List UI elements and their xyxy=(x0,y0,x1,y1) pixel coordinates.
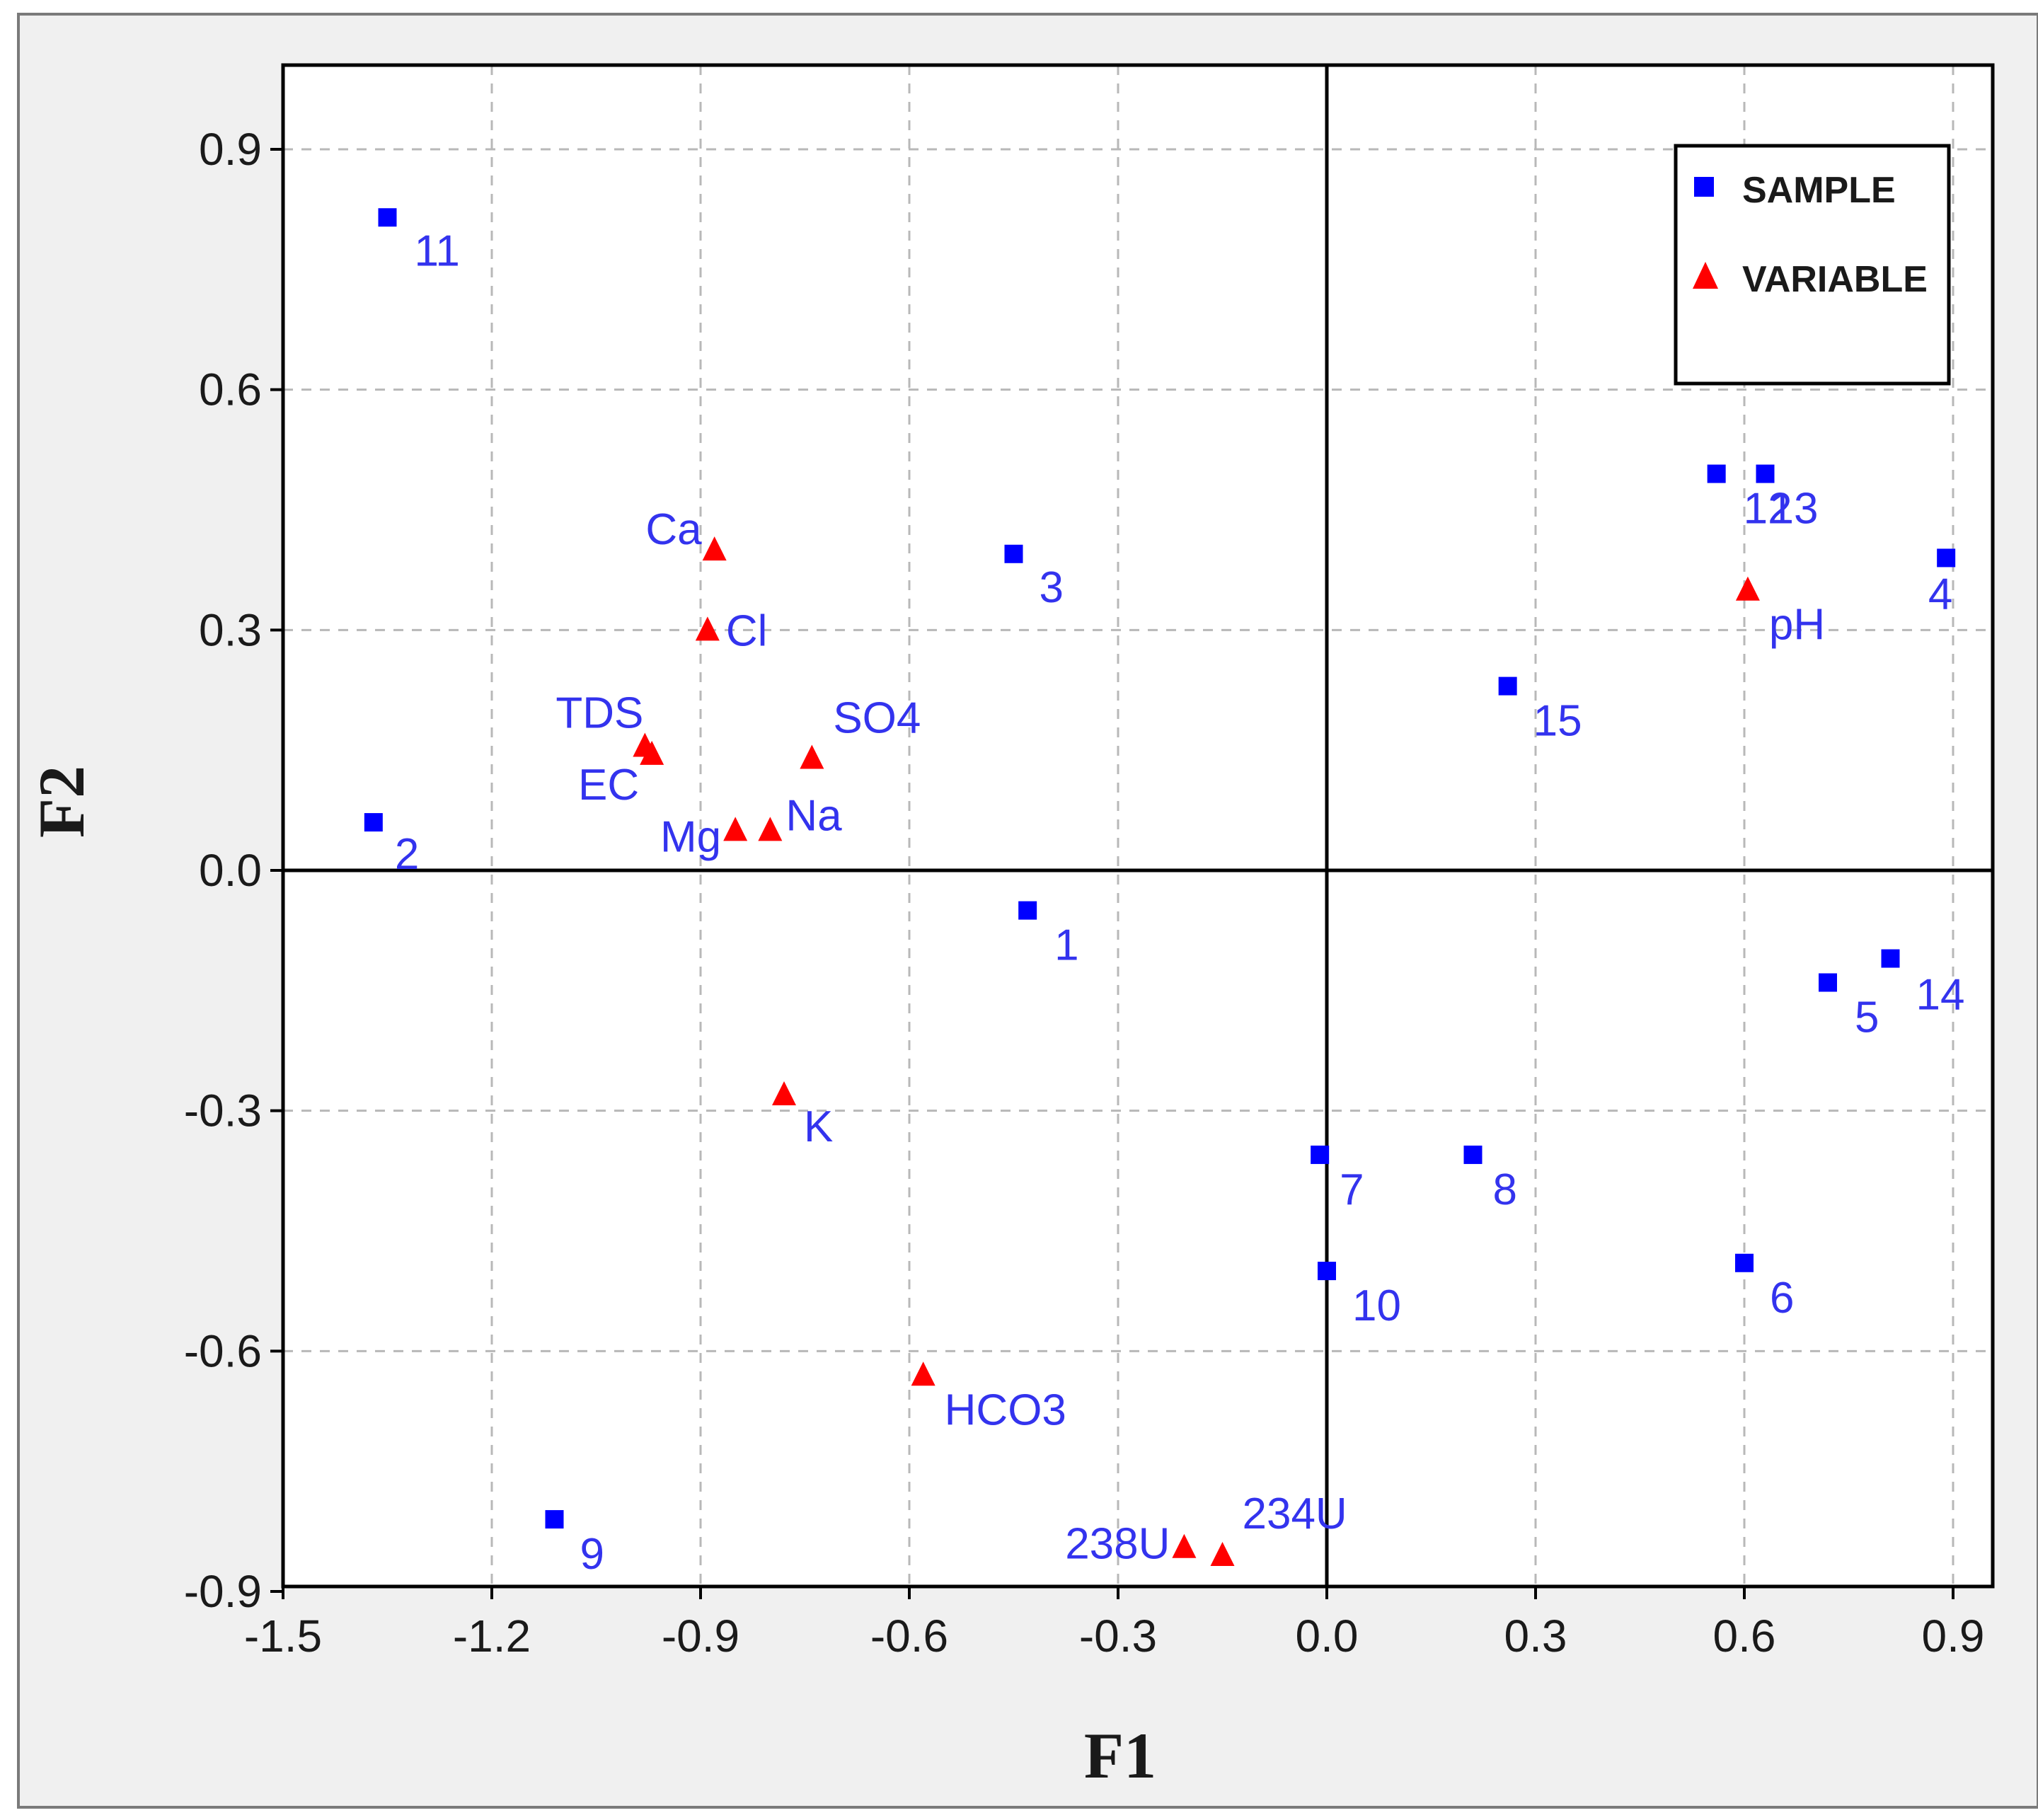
variable-point-marker xyxy=(640,740,664,765)
x-tick-label: 0.6 xyxy=(1713,1611,1776,1661)
sample-point-marker xyxy=(1937,548,1956,568)
sample-point-label: 3 xyxy=(1039,563,1063,612)
plot-border xyxy=(281,63,1995,1589)
x-tick-label: -1.2 xyxy=(453,1611,531,1661)
sample-point-label: 2 xyxy=(395,830,419,879)
sample-point-marker xyxy=(1707,464,1726,483)
x-tick-label: -0.3 xyxy=(1079,1611,1157,1661)
y-tick-label: 0.3 xyxy=(199,604,262,655)
sample-point-label: 14 xyxy=(1916,971,1964,1020)
sample-point-marker xyxy=(1881,949,1900,968)
variable-point-label: EC xyxy=(578,761,639,810)
variable-point-marker xyxy=(758,817,783,841)
variable-point-label: Ca xyxy=(645,505,702,554)
legend-sample-marker xyxy=(1694,177,1714,197)
y-axis-title: F2 xyxy=(25,766,98,838)
variable-point-marker xyxy=(1172,1533,1197,1558)
y-tick-label: 0.9 xyxy=(199,124,262,175)
x-tick-label: 0.3 xyxy=(1504,1611,1567,1661)
data-points xyxy=(364,208,1956,1567)
x-tick-label: -0.9 xyxy=(662,1611,739,1661)
sample-point-marker xyxy=(1498,676,1517,696)
sample-point-marker xyxy=(545,1510,564,1529)
variable-point-marker xyxy=(702,536,727,561)
variable-point-marker xyxy=(695,616,720,641)
legend-variable-label: VARIABLE xyxy=(1742,259,1928,300)
x-axis-title: F1 xyxy=(1084,1720,1156,1792)
variable-point-marker xyxy=(911,1361,935,1386)
grid-lines xyxy=(283,65,1993,1586)
sample-point-marker xyxy=(378,208,397,227)
variable-point-label: Na xyxy=(785,791,842,840)
sample-point-marker xyxy=(1317,1262,1336,1281)
sample-point-label: 4 xyxy=(1928,570,1952,618)
variable-point-marker xyxy=(1735,576,1760,601)
legend-variable-marker xyxy=(1693,262,1718,289)
sample-point-label: 7 xyxy=(1340,1165,1364,1214)
variable-point-label: Cl xyxy=(726,606,768,655)
variable-point-label: pH xyxy=(1769,601,1825,650)
variable-point-label: TDS xyxy=(555,689,643,738)
y-tick-label: -0.3 xyxy=(184,1085,262,1136)
variable-point-label: Mg xyxy=(660,812,721,861)
y-tick-label: -0.9 xyxy=(184,1566,262,1617)
y-tick-label: 0.6 xyxy=(199,364,262,415)
sample-point-label: 11 xyxy=(414,226,459,275)
sample-point-label: 8 xyxy=(1492,1165,1516,1214)
sample-point-label: 1 xyxy=(1054,921,1078,970)
sample-point-marker xyxy=(1463,1145,1483,1164)
sample-point-marker xyxy=(1004,544,1023,563)
sample-point-label: 15 xyxy=(1533,697,1582,746)
axis-ticks: -1.5 -1.2 -0.9 -0.6 -0.3 0.0 0.3 0.6 0.9 -0.9 -0.6… xyxy=(184,124,1985,1661)
x-tick-label: 0.9 xyxy=(1922,1611,1985,1661)
variable-point-marker xyxy=(723,817,748,841)
variable-point-label: SO4 xyxy=(833,693,921,742)
legend-box xyxy=(1674,144,1951,386)
variable-point-marker xyxy=(771,1081,796,1106)
variable-point-marker xyxy=(1210,1542,1235,1567)
legend-sample-label: SAMPLE xyxy=(1742,170,1896,211)
sample-point-marker xyxy=(1734,1253,1754,1272)
sample-point-label: 12 xyxy=(1744,485,1792,534)
variable-point-label: 234U xyxy=(1242,1490,1347,1538)
variable-point-label: HCO3 xyxy=(945,1386,1066,1434)
x-tick-label: -1.5 xyxy=(244,1611,322,1661)
sample-point-label: 10 xyxy=(1352,1282,1401,1330)
x-tick-label: 0.0 xyxy=(1296,1611,1359,1661)
sample-point-marker xyxy=(1311,1145,1330,1164)
variable-point-label: K xyxy=(804,1102,833,1151)
sample-point-marker xyxy=(1756,464,1775,483)
sample-point-marker xyxy=(364,813,383,832)
variable-point-label: 238U xyxy=(1065,1520,1170,1569)
sample-point-marker xyxy=(1818,973,1837,992)
zero-axis-lines xyxy=(283,65,1993,1586)
x-tick-label: -0.6 xyxy=(870,1611,948,1661)
sample-point-label: 6 xyxy=(1770,1274,1794,1323)
sample-point-label: 13 xyxy=(1769,485,1818,534)
y-tick-label: 0.0 xyxy=(199,845,262,896)
legend: SAMPLE VARIABLE xyxy=(1674,144,1951,386)
sample-point-label: 9 xyxy=(580,1530,604,1579)
y-tick-label: -0.6 xyxy=(184,1325,262,1376)
variable-point-marker xyxy=(800,744,824,769)
sample-point-marker xyxy=(1018,901,1037,920)
sample-point-label: 5 xyxy=(1855,993,1879,1042)
